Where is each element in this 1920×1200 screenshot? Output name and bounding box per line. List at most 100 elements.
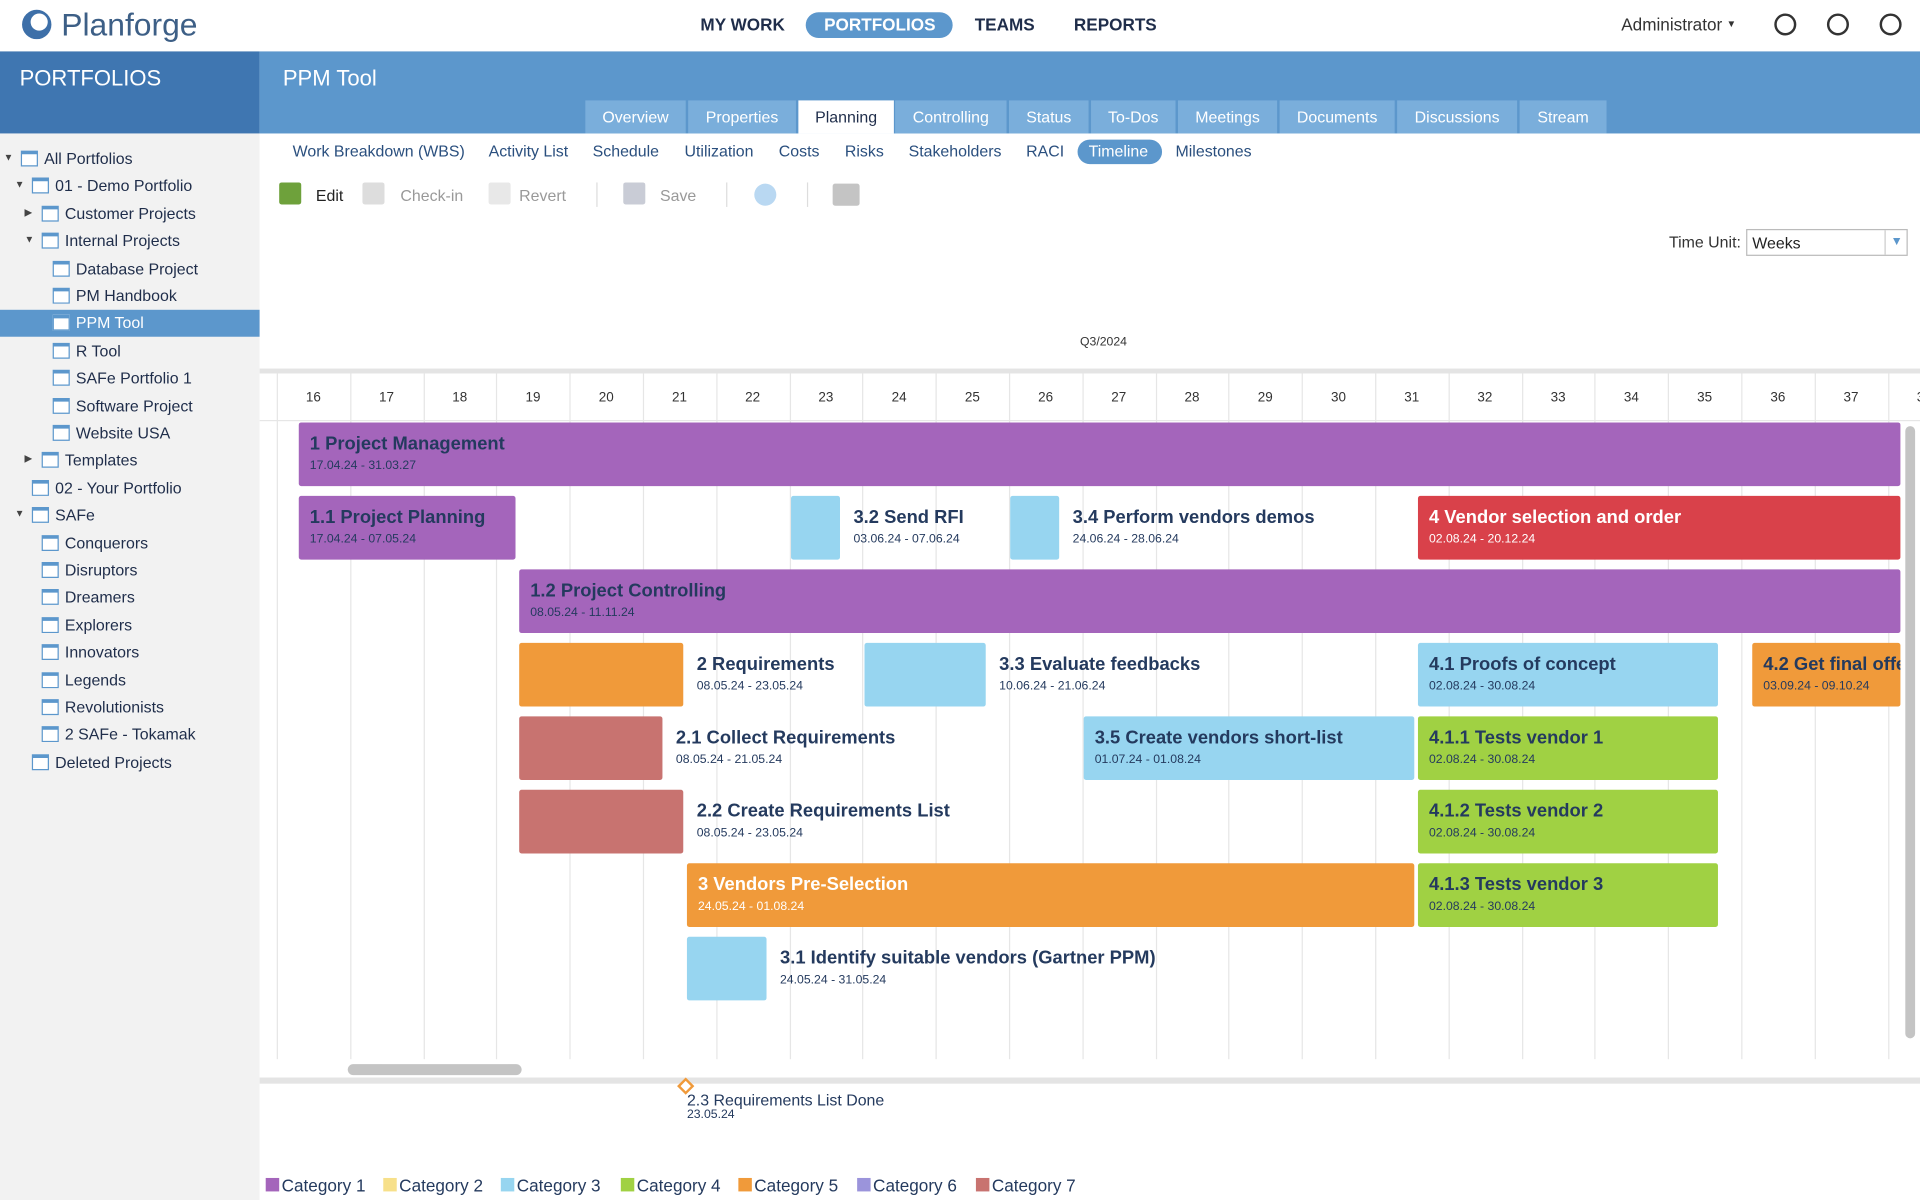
tree-item[interactable]: Templates	[64, 451, 138, 470]
nav-active-pill[interactable]	[805, 12, 953, 38]
timeline-bottom	[259, 1077, 1920, 1084]
toolbar-icon[interactable]	[623, 182, 646, 205]
tree-item[interactable]: PM Handbook	[75, 286, 177, 305]
tree-toggle[interactable]: ▼	[14, 179, 25, 191]
subtab[interactable]: Utilization	[684, 142, 754, 161]
print-icon[interactable]	[832, 183, 860, 206]
tree-item[interactable]: Innovators	[64, 643, 140, 662]
task-bar[interactable]	[686, 936, 767, 1001]
subtab-active-pill[interactable]	[1077, 139, 1163, 165]
tree-item[interactable]: Disruptors	[64, 560, 138, 580]
tree-icon	[52, 424, 70, 441]
subtab[interactable]: Costs	[778, 142, 820, 161]
tree-item[interactable]: 2 SAFe - Tokamak	[64, 725, 196, 744]
subtab[interactable]: Milestones	[1175, 142, 1252, 161]
task-bar[interactable]: 3.5 Create vendors short-list 01.07.24 - …	[1083, 716, 1415, 780]
tree-icon	[41, 589, 59, 606]
tree-icon	[52, 370, 70, 386]
toolbar-button[interactable]: Edit	[315, 186, 344, 205]
tree-item[interactable]: 01 - Demo Portfolio	[55, 176, 193, 196]
toolbar-button[interactable]: Revert	[519, 186, 567, 205]
tree-toggle[interactable]: ▼	[24, 234, 35, 246]
tree-item[interactable]: Internal Projects	[64, 231, 180, 251]
task-dates: 08.05.24 - 23.05.24	[696, 679, 803, 694]
toolbar-button[interactable]: Save	[660, 186, 697, 205]
task-bar[interactable]: 1.2 Project Controlling 08.05.24 - 11.11.…	[519, 569, 1901, 634]
task-bar[interactable]	[519, 642, 684, 707]
tab[interactable]: Properties	[688, 100, 796, 134]
tab[interactable]: Planning	[798, 100, 894, 134]
subtab[interactable]: Timeline	[1088, 142, 1149, 161]
nav-item[interactable]: PORTFOLIOS	[824, 14, 936, 35]
task-bar[interactable]: 1 Project Management 17.04.24 - 31.03.27	[298, 422, 1901, 487]
task-bar[interactable]: 3 Vendors Pre-Selection 24.05.24 - 01.08.…	[686, 863, 1415, 927]
tree-item[interactable]: Conquerors	[64, 533, 149, 552]
tab[interactable]: Meetings	[1177, 100, 1278, 134]
tree-toggle[interactable]: ▶	[24, 453, 33, 465]
user-menu[interactable]: Administrator	[1621, 14, 1723, 35]
tab[interactable]: Stream	[1519, 100, 1607, 134]
task-bar[interactable]: 4.1.2 Tests vendor 2 02.08.24 - 30.08.24	[1417, 789, 1718, 854]
tree-icon	[41, 644, 59, 661]
tree-item[interactable]: Legends	[64, 670, 126, 689]
task-bar[interactable]: 4.1 Proofs of concept 02.08.24 - 30.08.24	[1417, 642, 1718, 707]
toolbar-icon[interactable]	[279, 182, 302, 205]
task-bar[interactable]: 4.1.3 Tests vendor 3 02.08.24 - 30.08.24	[1417, 863, 1718, 927]
tree-item[interactable]: Customer Projects	[64, 204, 196, 223]
nav-item[interactable]: TEAMS	[974, 14, 1035, 35]
tree-toggle[interactable]: ▶	[24, 206, 33, 218]
toolbar-icon[interactable]	[362, 182, 385, 205]
tree-toggle[interactable]: ▼	[14, 508, 25, 520]
task-bar[interactable]	[864, 642, 986, 707]
tree-item[interactable]: R Tool	[75, 341, 121, 360]
tree-item[interactable]: Software Project	[75, 396, 193, 415]
info-icon[interactable]	[754, 183, 777, 206]
subtab[interactable]: Activity List	[488, 142, 569, 161]
search-icon[interactable]	[1774, 13, 1797, 36]
nav-item[interactable]: MY WORK	[700, 14, 785, 35]
tree-item[interactable]: Website USA	[75, 423, 171, 443]
subtab[interactable]: Work Breakdown (WBS)	[292, 142, 465, 161]
subtab[interactable]: Schedule	[592, 142, 660, 161]
toolbar-icon[interactable]	[488, 182, 511, 205]
tab[interactable]: Documents	[1279, 100, 1395, 134]
tree-item[interactable]: SAFe	[55, 505, 95, 525]
tree-item[interactable]: 02 - Your Portfolio	[55, 478, 182, 497]
tree-item[interactable]: Deleted Projects	[55, 752, 172, 772]
tree-item[interactable]: All Portfolios	[44, 149, 133, 168]
subtab[interactable]: Stakeholders	[908, 142, 1002, 161]
tab[interactable]: To-Dos	[1091, 100, 1176, 134]
task-label: 4.1.1 Tests vendor 1	[1428, 727, 1604, 749]
subtab[interactable]: Risks	[844, 142, 884, 161]
tree-toggle[interactable]: ▼	[3, 151, 14, 163]
h-scrollbar[interactable]	[347, 1064, 522, 1076]
task-bar[interactable]: 4 Vendor selection and order 02.08.24 - 2…	[1417, 495, 1901, 560]
tab[interactable]: Overview	[585, 100, 686, 134]
tab[interactable]: Status	[1008, 100, 1089, 134]
tree-item[interactable]: Revolutionists	[64, 697, 165, 717]
select-arrow[interactable]: ▼	[1884, 230, 1907, 255]
task-bar[interactable]: 4.1.1 Tests vendor 1 02.08.24 - 30.08.24	[1417, 716, 1718, 780]
tree-item[interactable]: Explorers	[64, 615, 133, 635]
help-icon[interactable]	[1826, 13, 1849, 36]
time-unit-select[interactable]: Weeks	[1746, 228, 1908, 256]
task-bar[interactable]	[519, 789, 684, 854]
tab[interactable]: Controlling	[895, 100, 1007, 134]
task-bar[interactable]	[1010, 495, 1060, 560]
nav-item[interactable]: REPORTS	[1073, 14, 1157, 35]
week-label: 31	[1404, 390, 1420, 406]
task-bar[interactable]	[791, 495, 840, 560]
tab[interactable]: Discussions	[1397, 100, 1518, 134]
tree-item[interactable]: SAFe Portfolio 1	[75, 368, 192, 388]
tree-item[interactable]: PPM Tool	[75, 313, 144, 333]
task-bar[interactable]: 1.1 Project Planning 17.04.24 - 07.05.24	[298, 495, 516, 560]
toolbar-button[interactable]: Check-in	[400, 186, 464, 205]
v-scrollbar[interactable]	[1905, 426, 1916, 1039]
task-bar[interactable]: 4.2 Get final offer 03.09.24 - 09.10.24	[1752, 642, 1901, 707]
tools-icon[interactable]	[1879, 13, 1902, 36]
subtab[interactable]: RACI	[1026, 142, 1065, 161]
tree-item[interactable]: Database Project	[75, 259, 199, 278]
task-bar[interactable]	[519, 716, 663, 780]
tree-item[interactable]: Dreamers	[64, 588, 135, 607]
user-caret[interactable]: ▼	[1726, 18, 1737, 30]
